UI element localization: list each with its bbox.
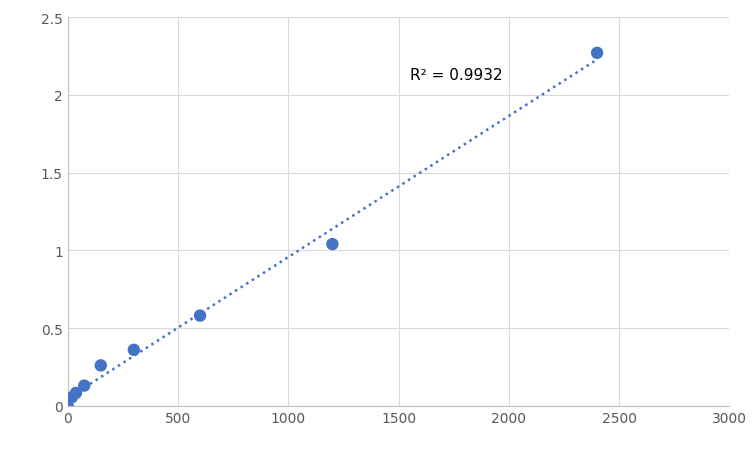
Point <box>95 362 107 369</box>
Point <box>70 389 82 396</box>
Point <box>194 312 206 319</box>
Point <box>62 402 74 410</box>
Text: R² = 0.9932: R² = 0.9932 <box>410 68 502 83</box>
Point <box>326 241 338 248</box>
Point <box>591 50 603 57</box>
Point <box>78 382 90 389</box>
Point <box>128 346 140 354</box>
Point <box>66 394 77 401</box>
